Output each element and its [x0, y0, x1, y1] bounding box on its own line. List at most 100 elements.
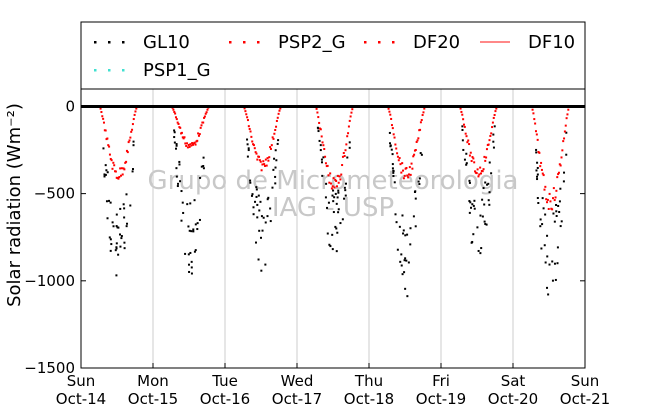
gl10-point [400, 253, 403, 256]
df20-point [421, 114, 424, 117]
gl10-point [492, 140, 495, 143]
gl10-point [463, 158, 466, 161]
gl10-point [320, 161, 323, 164]
gl10-point [389, 142, 392, 145]
gl10-point [193, 250, 196, 253]
df20-point [269, 147, 272, 150]
df20-point [490, 132, 493, 135]
df20-point [132, 118, 135, 121]
gl10-point [536, 175, 539, 178]
gl10-point [461, 125, 464, 128]
df20-point [193, 141, 196, 144]
gl10-point [257, 194, 260, 197]
legend-label-psp2-g: PSP2_G [278, 32, 346, 53]
gl10-point [468, 200, 471, 203]
df20-point [413, 153, 416, 156]
gl10-point [553, 220, 556, 223]
df20-point [101, 115, 104, 118]
df20-point [125, 149, 128, 152]
df20-point [551, 208, 554, 211]
df20-point [118, 176, 121, 179]
df20-point [412, 155, 415, 158]
gl10-point [333, 196, 336, 199]
gl10-point [115, 213, 118, 216]
gl10-point [115, 246, 118, 249]
df20-point [184, 142, 187, 145]
df20-point [185, 144, 188, 147]
gl10-point [544, 213, 547, 216]
df20-point [460, 110, 463, 113]
df20-point [495, 107, 498, 110]
gl10-point [468, 181, 471, 184]
df20-point [331, 185, 334, 188]
df20-point [469, 151, 472, 154]
df20-point [179, 126, 182, 129]
gl10-point [275, 159, 278, 162]
gl10-point [556, 246, 559, 249]
gl10-point [256, 203, 259, 206]
df20-point [315, 107, 318, 110]
df20-point [478, 173, 481, 176]
gl10-point [187, 225, 190, 228]
gl10-point [334, 192, 337, 195]
df20-point [258, 159, 261, 162]
df20-point [329, 172, 332, 175]
gl10-point [394, 213, 397, 216]
gl10-point [105, 200, 108, 203]
gl10-point [344, 194, 347, 197]
gl10-point [105, 169, 108, 172]
df20-point [532, 112, 535, 115]
gl10-point [344, 182, 347, 185]
df20-point [477, 175, 480, 178]
gl10-point [418, 177, 421, 180]
df20-point [563, 130, 566, 133]
legend-label-df10: DF10 [528, 32, 575, 53]
y-tick-label: −500 [34, 185, 75, 203]
gl10-point [264, 221, 267, 224]
gl10-point [418, 183, 421, 186]
df20-point [482, 168, 485, 171]
df20-point [191, 143, 194, 146]
gl10-point [123, 207, 126, 210]
x-tick-label-date: Oct-21 [560, 390, 610, 408]
gl10-point [555, 210, 558, 213]
gl10-point [187, 263, 190, 266]
gl10-point [110, 243, 113, 246]
df20-point [271, 136, 274, 139]
gl10-point [120, 235, 123, 238]
gl10-point [559, 225, 562, 228]
gl10-point [108, 236, 111, 239]
gl10-point [343, 197, 346, 200]
gl10-point [249, 179, 252, 182]
gl10-point [252, 213, 255, 216]
gl10-point [479, 214, 482, 217]
df20-point [337, 181, 340, 184]
df20-point [324, 162, 327, 165]
gl10-point [337, 191, 340, 194]
df20-point [126, 151, 129, 154]
gl10-point [565, 131, 568, 134]
gl10-point [544, 261, 547, 264]
gl10-point [552, 212, 555, 215]
gl10-point [319, 149, 322, 152]
df20-point [341, 155, 344, 158]
df20-point [465, 135, 468, 138]
df20-point [468, 154, 471, 157]
df20-point [422, 111, 425, 114]
gl10-point [189, 251, 192, 254]
gl10-point [109, 238, 112, 241]
gl10-point [539, 218, 542, 221]
df20-point [108, 145, 111, 148]
df20-point [567, 108, 570, 111]
df20-point [405, 166, 408, 169]
df20-point [336, 174, 339, 177]
gl10-point [414, 225, 417, 228]
gl10-point [276, 142, 279, 145]
df20-point [265, 164, 268, 167]
gl10-point [192, 228, 195, 231]
gl10-point [472, 233, 475, 236]
gl10-point [178, 160, 181, 163]
df20-point [196, 139, 199, 142]
df20-point [243, 107, 246, 110]
gl10-point [246, 138, 249, 141]
